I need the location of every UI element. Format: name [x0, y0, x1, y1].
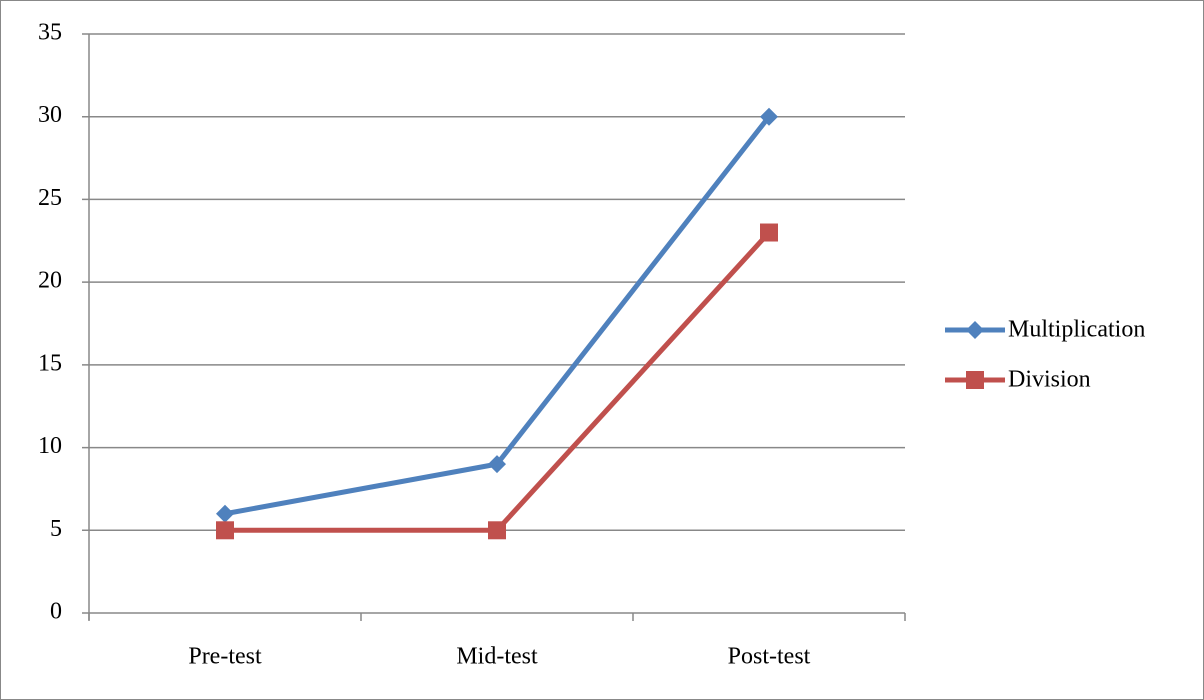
y-tick-label: 10 [38, 433, 62, 459]
legend-label: Division [1008, 367, 1091, 393]
y-tick-label: 25 [38, 185, 62, 211]
x-tick-label: Mid-test [456, 644, 538, 670]
y-tick-label: 35 [38, 20, 62, 46]
y-tick-label: 20 [38, 268, 62, 294]
marker [760, 223, 778, 242]
marker [760, 107, 778, 126]
x-tick-label: Pre-test [188, 644, 262, 670]
x-tick-label: Post-test [728, 644, 811, 670]
y-tick-label: 5 [50, 516, 62, 542]
marker [216, 521, 234, 540]
marker [966, 321, 984, 339]
y-tick-label: 0 [50, 599, 62, 625]
y-tick-label: 15 [38, 350, 62, 376]
legend-label: Multiplication [1008, 317, 1145, 343]
marker [216, 504, 234, 523]
y-tick-label: 30 [38, 102, 62, 128]
marker [966, 371, 984, 389]
marker [488, 521, 506, 540]
marker [488, 455, 506, 474]
